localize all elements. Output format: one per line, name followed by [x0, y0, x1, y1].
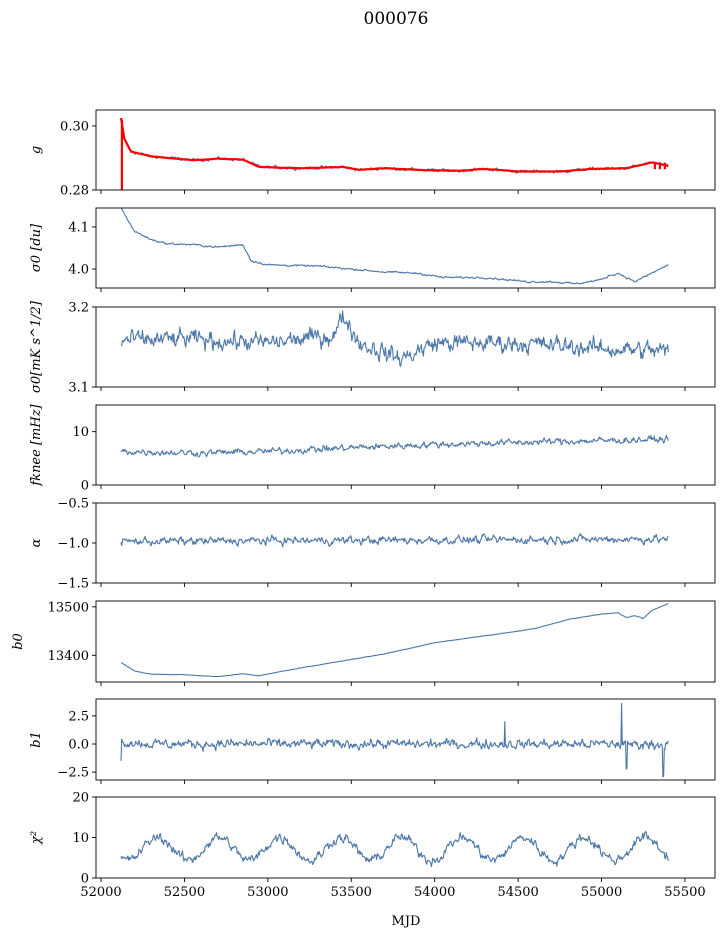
- panel-5-ytick-label-1: −1.5: [57, 577, 89, 592]
- panels-container: 0.28 0.30 g 4.0 4.1 σ0 [du] 3.1 3.2 σ0[mK s^1/2]…: [11, 109, 716, 900]
- panel-1-ytick-label-2: 0.30: [60, 120, 89, 135]
- panel-4-ytick-label-2: 10: [72, 425, 89, 440]
- panel-7-ylabel: b1: [29, 731, 44, 748]
- xtick-label-4: 53500: [331, 885, 372, 900]
- xtick-label-6: 54500: [497, 885, 538, 900]
- panel-7-ytick-label-3: 2.5: [68, 709, 89, 724]
- xtick-label-5: 54000: [414, 885, 455, 900]
- xtick-label-7: 55000: [581, 885, 622, 900]
- panel-8: 52000 52500 53000 53500 54000 54500 55000 55500…: [29, 791, 716, 900]
- panel-8-ylabel: χ²: [29, 831, 44, 845]
- panel-5: −1.5 −1.0 −0.5 α: [29, 497, 716, 592]
- panel-6-frame: [95, 600, 716, 683]
- panel-3-frame: [95, 306, 716, 388]
- panel-1-series-line-1: [120, 117, 669, 174]
- panel-8-series-line-1: [120, 831, 669, 868]
- panel-6-series-line-1: [120, 602, 669, 678]
- xtick-label-8: 55500: [664, 885, 705, 900]
- panel-7-frame: [95, 698, 716, 781]
- x-axis-label: MJD: [392, 914, 421, 929]
- panel-3: 3.1 3.2 σ0[mK s^1/2]: [29, 300, 716, 396]
- panel-4-series-line-1: [120, 434, 669, 458]
- panel-3-series-group: [121, 310, 669, 367]
- panel-3-series-line-1: [121, 310, 669, 367]
- panel-8-series-group: [120, 831, 669, 868]
- panel-8-frame: [95, 796, 716, 879]
- panel-8-ytick-label-1: 0: [81, 872, 89, 887]
- panel-2-ytick-label-1: 4.0: [68, 263, 89, 278]
- panel-6-ylabel: b0: [11, 633, 26, 650]
- panel-5-ytick-label-3: −0.5: [57, 497, 89, 512]
- panel-7: −2.5 0.0 2.5 b1: [29, 698, 716, 784]
- panel-1-series-group: [119, 117, 669, 190]
- panel-2-series-line-1: [120, 208, 669, 285]
- panel-2: 4.0 4.1 σ0 [du]: [29, 207, 716, 292]
- panel-5-series-group: [120, 533, 669, 548]
- panel-7-series-line-1: [120, 702, 669, 778]
- panel-5-ylabel: α: [29, 538, 44, 547]
- panel-7-series-group: [120, 702, 669, 778]
- panel-1-series-line-2: [119, 117, 669, 190]
- panel-6-ytick-label-2: 13500: [48, 600, 89, 615]
- panel-2-ylabel: σ0 [du]: [29, 223, 44, 272]
- panel-5-frame: [95, 502, 716, 584]
- panel-4-frame: [95, 404, 716, 486]
- panel-4: 0 10 fknee [mHz]: [29, 403, 716, 494]
- panel-4-ytick-label-1: 0: [81, 479, 89, 494]
- panel-5-series-line-1: [120, 533, 669, 548]
- panel-8-ytick-label-2: 10: [72, 831, 89, 846]
- panel-6-series-group: [120, 602, 669, 678]
- panel-1: 0.28 0.30 g: [29, 109, 716, 199]
- panel-6: 13400 13500 b0: [11, 600, 716, 686]
- panel-1-frame: [95, 109, 716, 191]
- xtick-label-3: 53000: [247, 885, 288, 900]
- panel-7-ytick-label-2: 0.0: [68, 738, 89, 753]
- panel-4-ylabel: fknee [mHz]: [29, 403, 44, 486]
- panel-5-ytick-label-2: −1.0: [57, 537, 89, 552]
- panel-3-ylabel: σ0[mK s^1/2]: [29, 300, 44, 393]
- panel-7-ytick-label-1: −2.5: [57, 766, 89, 781]
- panel-3-ytick-label-2: 3.2: [68, 301, 89, 316]
- panel-4-series-group: [120, 434, 669, 458]
- panel-1-ytick-label-1: 0.28: [60, 184, 89, 199]
- xtick-label-2: 52500: [164, 885, 205, 900]
- panel-2-series-group: [120, 208, 669, 285]
- panel-8-ytick-label-3: 20: [72, 791, 89, 806]
- panel-6-ytick-label-1: 13400: [48, 649, 89, 664]
- panel-2-ytick-label-2: 4.1: [68, 220, 89, 235]
- panel-2-frame: [95, 207, 716, 289]
- panel-3-ytick-label-1: 3.1: [68, 381, 89, 396]
- panel-1-ylabel: g: [29, 146, 44, 154]
- figure-title: 000076: [364, 9, 429, 29]
- xtick-label-1: 52000: [80, 885, 121, 900]
